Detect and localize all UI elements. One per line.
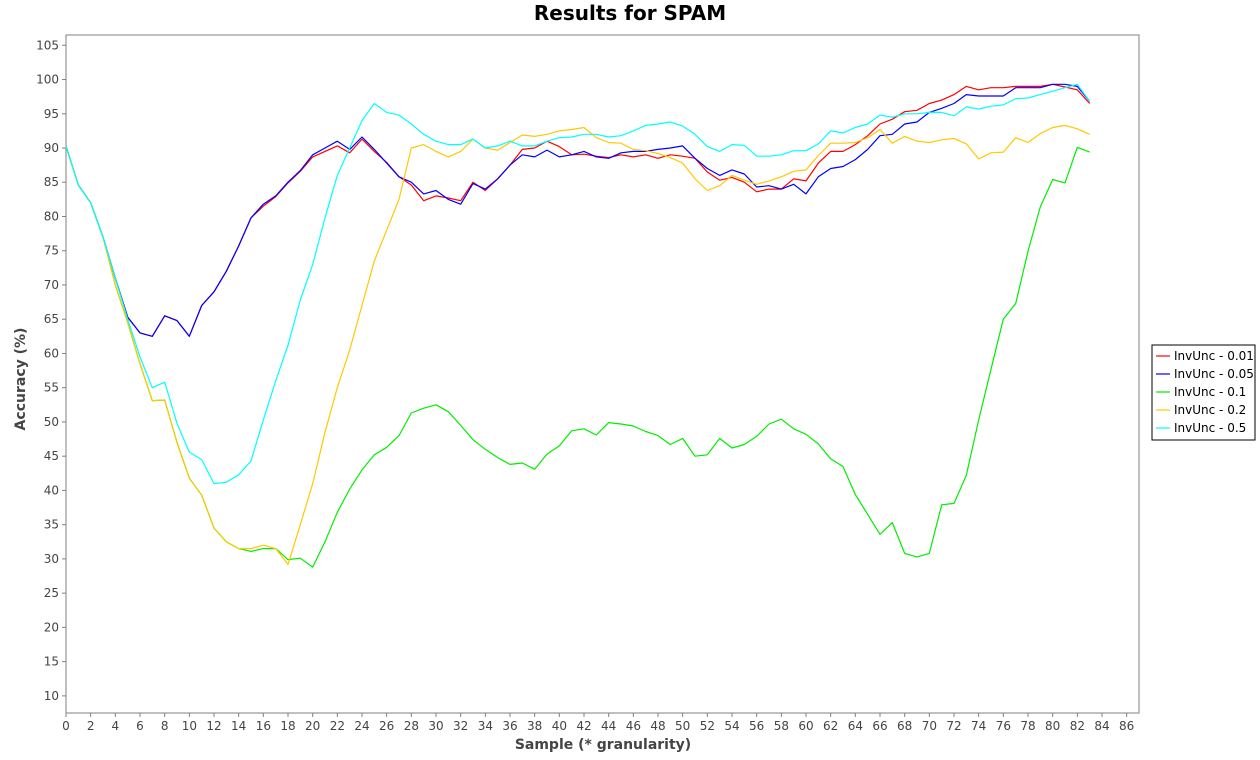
x-tick-label: 40: [552, 719, 567, 733]
y-tick-label: 25: [44, 586, 59, 600]
y-tick-label: 70: [44, 278, 59, 292]
x-tick-label: 60: [798, 719, 813, 733]
x-tick-label: 74: [971, 719, 986, 733]
y-tick-label: 100: [36, 73, 59, 87]
x-tick-label: 30: [428, 719, 443, 733]
y-tick-label: 75: [44, 244, 59, 258]
x-tick-label: 84: [1094, 719, 1109, 733]
chart-title: Results for SPAM: [534, 1, 726, 25]
x-axis-label: Sample (* granularity): [515, 737, 691, 753]
x-tick-label: 0: [62, 719, 70, 733]
y-tick-label: 35: [44, 518, 59, 532]
y-tick-label: 50: [44, 415, 59, 429]
legend-item-label: InvUnc - 0.2: [1174, 403, 1246, 417]
y-tick-label: 15: [44, 655, 59, 669]
y-tick-label: 30: [44, 552, 59, 566]
x-tick-label: 28: [404, 719, 419, 733]
x-tick-label: 44: [601, 719, 616, 733]
y-axis: 10 15 20 25 30 35 40 45 50 55 60 65 70 75 80 85 90 95 100 1…: [36, 38, 66, 703]
series-line-3: [65, 124, 1090, 566]
series-line-4: [65, 83, 1091, 485]
x-tick-label: 56: [749, 719, 764, 733]
x-tick-label: 14: [231, 719, 246, 733]
x-tick-label: 78: [1020, 719, 1035, 733]
x-tick-label: 36: [502, 719, 517, 733]
x-tick-label: 10: [182, 719, 197, 733]
legend-item-label: InvUnc - 0.1: [1174, 385, 1246, 399]
x-tick-label: 2: [87, 719, 95, 733]
x-axis: 0 2 4 6 8 10 12 14 16 18 20 22 24 26 28 30 32 34 36 38 40 42 4…: [62, 713, 1134, 733]
legend-item-label: InvUnc - 0.05: [1174, 367, 1254, 381]
series-lines: [65, 83, 1091, 568]
y-tick-label: 105: [36, 38, 59, 52]
y-axis-label: Accuracy (%): [13, 328, 29, 431]
x-tick-label: 52: [700, 719, 715, 733]
x-tick-label: 64: [848, 719, 863, 733]
x-tick-label: 82: [1070, 719, 1085, 733]
x-tick-label: 72: [946, 719, 961, 733]
y-tick-label: 45: [44, 449, 59, 463]
x-tick-label: 16: [256, 719, 271, 733]
x-tick-label: 68: [897, 719, 912, 733]
x-tick-label: 32: [453, 719, 468, 733]
x-tick-label: 42: [576, 719, 591, 733]
x-tick-label: 76: [996, 719, 1011, 733]
y-tick-label: 85: [44, 175, 59, 189]
x-tick-label: 54: [724, 719, 739, 733]
x-tick-label: 62: [823, 719, 838, 733]
x-tick-label: 70: [922, 719, 937, 733]
x-tick-label: 80: [1045, 719, 1060, 733]
x-tick-label: 58: [774, 719, 789, 733]
y-tick-label: 95: [44, 107, 59, 121]
x-tick-label: 6: [136, 719, 144, 733]
legend-item-label: InvUnc - 0.01: [1174, 349, 1254, 363]
x-tick-label: 26: [379, 719, 394, 733]
x-tick-label: 46: [626, 719, 641, 733]
x-tick-label: 50: [675, 719, 690, 733]
y-tick-label: 65: [44, 312, 59, 326]
y-tick-label: 55: [44, 381, 59, 395]
y-tick-label: 80: [44, 209, 59, 223]
x-tick-label: 86: [1119, 719, 1134, 733]
x-tick-label: 34: [478, 719, 493, 733]
plot-area: [65, 34, 1140, 714]
legend-item-label: InvUnc - 0.5: [1174, 421, 1246, 435]
x-tick-label: 22: [330, 719, 345, 733]
y-tick-label: 60: [44, 346, 59, 360]
x-tick-label: 24: [354, 719, 369, 733]
series-line-1: [65, 83, 1091, 337]
y-tick-label: 40: [44, 483, 59, 497]
x-tick-label: 4: [112, 719, 120, 733]
y-tick-label: 10: [44, 689, 59, 703]
x-tick-label: 8: [161, 719, 169, 733]
x-tick-label: 20: [305, 719, 320, 733]
x-tick-label: 18: [280, 719, 295, 733]
x-tick-label: 12: [206, 719, 221, 733]
x-tick-label: 48: [650, 719, 665, 733]
y-tick-label: 90: [44, 141, 59, 155]
x-tick-label: 66: [872, 719, 887, 733]
x-tick-label: 38: [527, 719, 542, 733]
legend: InvUnc - 0.01 InvUnc - 0.05 InvUnc - 0.1 In…: [1151, 344, 1256, 441]
y-tick-label: 20: [44, 620, 59, 634]
